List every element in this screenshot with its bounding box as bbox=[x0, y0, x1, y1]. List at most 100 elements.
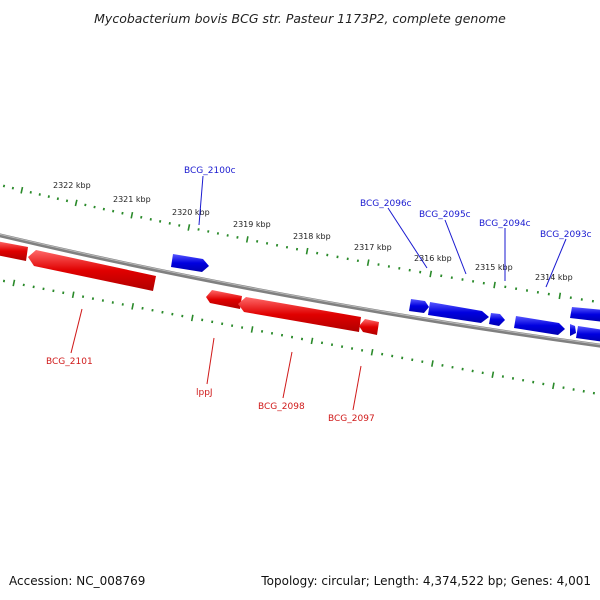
minor-tick bbox=[168, 222, 171, 225]
kbp-label: 2315 kbp bbox=[475, 263, 513, 272]
major-tick bbox=[130, 211, 134, 219]
accession-text: Accession: NC_008769 bbox=[9, 574, 145, 588]
minor-tick bbox=[316, 251, 319, 255]
minor-tick bbox=[236, 236, 239, 239]
kbp-label: 2322 kbp bbox=[53, 181, 91, 190]
minor-tick bbox=[93, 205, 96, 209]
minor-tick bbox=[11, 186, 15, 190]
outer-tick-ring bbox=[2, 184, 594, 303]
gene-arrow-reverse[interactable] bbox=[206, 290, 242, 309]
minor-tick bbox=[22, 283, 25, 287]
gene-label[interactable]: BCG_2093c bbox=[540, 230, 592, 240]
gene-arrow-forward[interactable] bbox=[570, 324, 576, 336]
minor-tick bbox=[350, 347, 354, 350]
major-tick bbox=[250, 326, 254, 333]
minor-tick bbox=[29, 191, 32, 194]
major-tick bbox=[558, 292, 562, 300]
minor-tick bbox=[582, 389, 585, 393]
gene-arrow-forward[interactable] bbox=[514, 316, 565, 335]
minor-tick bbox=[260, 330, 264, 333]
major-tick bbox=[552, 382, 555, 390]
kbp-scale: 2322 kbp 2321 kbp 2320 kbp 2319 kbp 2318… bbox=[53, 181, 573, 282]
minor-tick bbox=[65, 199, 69, 203]
minor-tick bbox=[256, 240, 259, 243]
major-tick bbox=[431, 360, 434, 367]
minor-tick bbox=[265, 242, 269, 245]
major-tick bbox=[74, 199, 78, 207]
minor-tick bbox=[84, 203, 87, 207]
major-tick bbox=[370, 348, 374, 356]
minor-tick bbox=[47, 195, 50, 199]
minor-tick bbox=[216, 232, 220, 235]
gene-arrow-forward[interactable] bbox=[428, 302, 489, 323]
major-tick bbox=[20, 186, 24, 194]
minor-tick bbox=[411, 358, 414, 362]
minor-tick bbox=[141, 306, 144, 310]
gene-arrow-forward[interactable] bbox=[171, 254, 209, 272]
gene-arrow-reverse[interactable] bbox=[238, 297, 361, 332]
gene-label[interactable]: lppJ bbox=[196, 388, 213, 398]
major-tick bbox=[12, 279, 16, 287]
minor-tick bbox=[159, 220, 162, 223]
forward-strand-genes bbox=[171, 254, 600, 342]
inner-tick-ring bbox=[2, 279, 595, 395]
minor-tick bbox=[226, 234, 229, 237]
genome-backbone-highlight bbox=[0, 233, 600, 346]
major-tick bbox=[429, 270, 433, 278]
gene-label[interactable]: BCG_2097 bbox=[328, 414, 375, 424]
minor-tick bbox=[140, 215, 143, 219]
gene-arrow-forward[interactable] bbox=[570, 307, 600, 322]
minor-tick bbox=[81, 295, 85, 298]
gene-labels: BCG_2100c BCG_2096c BCG_2095c BCG_2094c … bbox=[46, 166, 592, 424]
minor-tick bbox=[149, 218, 152, 221]
minor-tick bbox=[56, 197, 59, 201]
kbp-label: 2316 kbp bbox=[414, 254, 452, 263]
map-title: Mycobacterium bovis BCG str. Pasteur 117… bbox=[94, 11, 506, 26]
kbp-label: 2317 kbp bbox=[354, 243, 392, 252]
genome-summary-text: Topology: circular; Length: 4,374,522 bp… bbox=[260, 574, 591, 588]
minor-tick bbox=[197, 228, 200, 231]
gene-arrow-forward[interactable] bbox=[576, 326, 600, 342]
minor-tick bbox=[112, 209, 115, 213]
minor-tick bbox=[221, 322, 224, 326]
minor-tick bbox=[62, 291, 65, 295]
major-tick bbox=[71, 291, 75, 299]
major-tick bbox=[131, 303, 135, 310]
gene-arrow-forward[interactable] bbox=[409, 299, 429, 313]
minor-tick bbox=[340, 345, 344, 348]
gene-arrow-reverse[interactable] bbox=[0, 241, 28, 261]
major-tick bbox=[310, 337, 314, 345]
minor-tick bbox=[178, 224, 181, 227]
gene-label[interactable]: BCG_2096c bbox=[360, 199, 412, 209]
gene-label[interactable]: BCG_2101 bbox=[46, 357, 93, 367]
minor-tick bbox=[121, 303, 124, 306]
minor-tick bbox=[171, 312, 174, 316]
major-tick bbox=[187, 224, 191, 231]
minor-tick bbox=[161, 310, 164, 314]
minor-tick bbox=[91, 297, 95, 300]
minor-tick bbox=[2, 184, 6, 188]
minor-tick bbox=[471, 369, 474, 373]
gene-arrow-reverse[interactable] bbox=[359, 319, 379, 335]
gene-label[interactable]: BCG_2095c bbox=[419, 210, 471, 220]
minor-tick bbox=[32, 285, 35, 289]
gene-label[interactable]: BCG_2098 bbox=[258, 402, 305, 412]
minor-tick bbox=[440, 274, 443, 278]
gene-label[interactable]: BCG_2100c bbox=[184, 166, 236, 176]
major-tick bbox=[491, 371, 495, 378]
kbp-label: 2321 kbp bbox=[113, 195, 151, 204]
major-tick bbox=[366, 259, 370, 266]
minor-tick bbox=[38, 193, 41, 196]
gene-label[interactable]: BCG_2094c bbox=[479, 219, 531, 229]
major-tick bbox=[305, 247, 309, 255]
gene-arrow-forward[interactable] bbox=[489, 313, 505, 326]
gene-arrow-reverse[interactable] bbox=[28, 250, 156, 291]
kbp-label: 2318 kbp bbox=[293, 232, 331, 241]
kbp-label: 2319 kbp bbox=[233, 220, 271, 229]
major-tick bbox=[245, 236, 249, 243]
major-tick bbox=[493, 281, 496, 289]
major-tick bbox=[190, 314, 194, 322]
gene-leader-lines bbox=[70, 175, 567, 411]
kbp-label: 2314 kbp bbox=[535, 273, 573, 282]
